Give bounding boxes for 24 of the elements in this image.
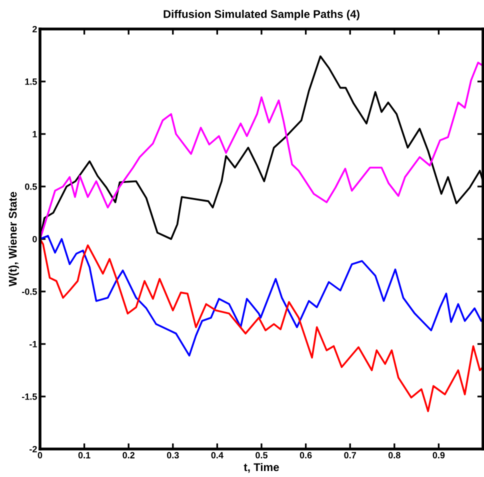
y-tick-label: 0.5 bbox=[25, 183, 37, 190]
x-axis-title: t, Time bbox=[244, 462, 279, 473]
x-tick-label: 0.3 bbox=[166, 452, 179, 458]
y-axis-title: W(t), Wiener State bbox=[8, 192, 19, 286]
y-tick-label: -0.5 bbox=[22, 288, 37, 295]
line-series bbox=[40, 234, 483, 356]
x-tick-label: 0.6 bbox=[300, 452, 312, 458]
y-tick-label: -1.5 bbox=[22, 394, 37, 400]
y-tick-label: 1 bbox=[32, 131, 37, 138]
line-series bbox=[40, 238, 483, 412]
y-tick-label: 2 bbox=[32, 26, 37, 32]
y-tick-label: 0 bbox=[32, 236, 37, 242]
x-tick-label: 0.8 bbox=[388, 452, 400, 458]
x-tick-label: 0.5 bbox=[256, 452, 268, 458]
x-tick-label: 0 bbox=[38, 452, 42, 458]
y-tick-label: 1.5 bbox=[25, 78, 37, 85]
x-tick-label: 0.2 bbox=[122, 452, 135, 458]
x-tick-label: 0.1 bbox=[78, 452, 90, 458]
x-tick-label: 0.4 bbox=[211, 452, 224, 458]
y-tick-label: -2 bbox=[30, 446, 37, 452]
x-tick-label: 0.9 bbox=[432, 452, 445, 458]
x-tick-label: 0.7 bbox=[344, 452, 356, 458]
y-tick-label: -1 bbox=[30, 341, 37, 348]
chart-title: Diffusion Simulated Sample Paths (4) bbox=[164, 10, 360, 20]
